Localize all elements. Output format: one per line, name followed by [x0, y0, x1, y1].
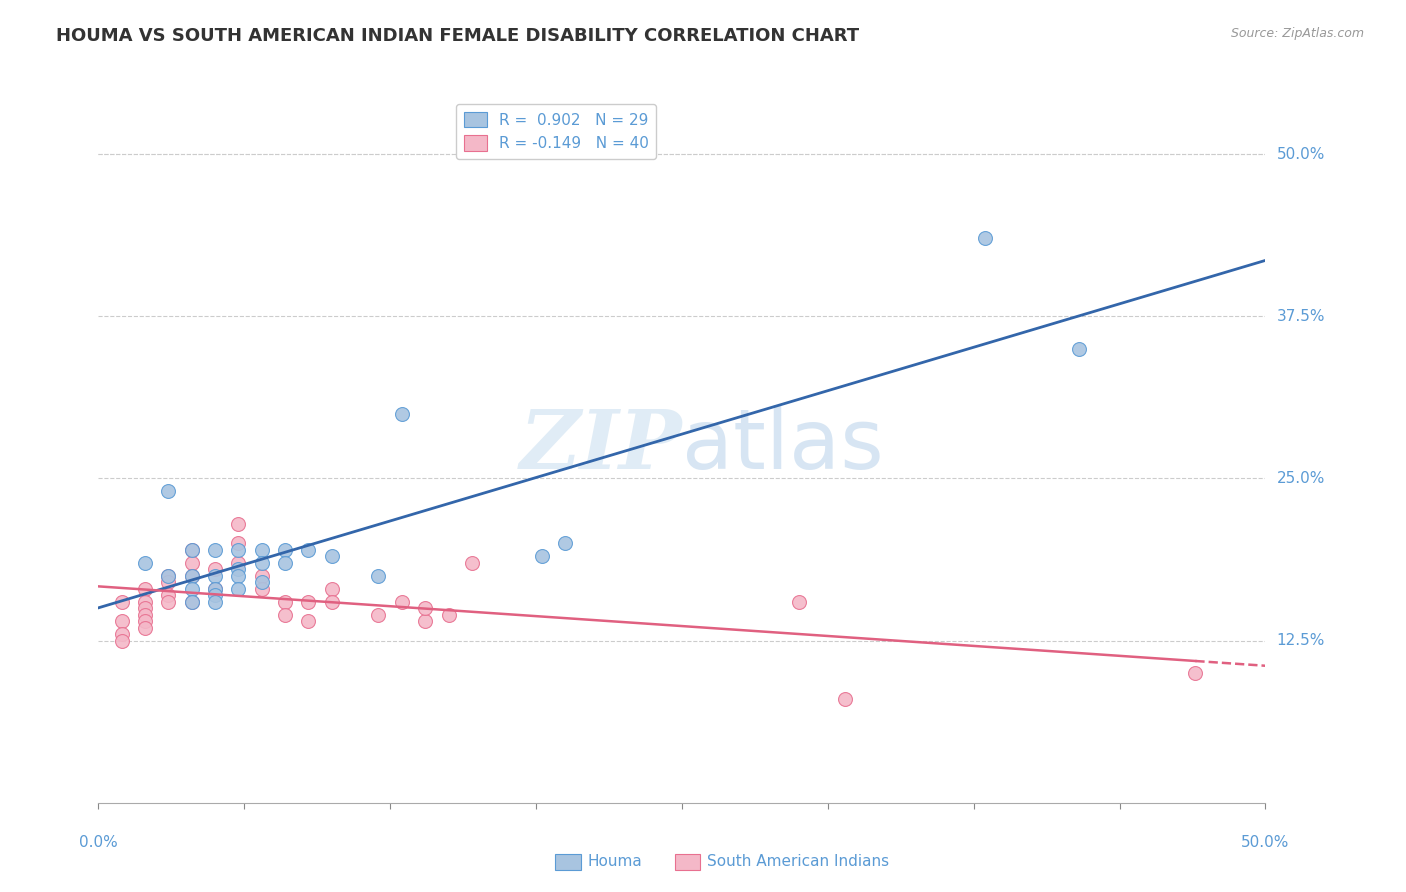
Point	[274, 556, 297, 570]
Point	[274, 595, 297, 609]
Point	[250, 568, 273, 582]
Point	[297, 614, 319, 628]
Legend: R =  0.902   N = 29, R = -0.149   N = 40: R = 0.902 N = 29, R = -0.149 N = 40	[456, 104, 657, 159]
Point	[250, 575, 273, 590]
Point	[157, 568, 180, 582]
Point	[180, 595, 202, 609]
Point	[974, 231, 997, 245]
Point	[461, 556, 484, 570]
Point	[228, 556, 250, 570]
Point	[228, 582, 250, 596]
Text: ZIP: ZIP	[519, 406, 682, 486]
Text: South American Indians: South American Indians	[707, 855, 890, 869]
Point	[111, 614, 134, 628]
Point	[111, 633, 134, 648]
Point	[228, 542, 250, 557]
Point	[157, 568, 180, 582]
Point	[321, 582, 343, 596]
Point	[367, 568, 389, 582]
Point	[391, 407, 413, 421]
Point	[134, 556, 156, 570]
Point	[391, 595, 413, 609]
Point	[367, 607, 389, 622]
Point	[1184, 666, 1206, 681]
Point	[530, 549, 553, 564]
Point	[250, 582, 273, 596]
Point	[204, 582, 226, 596]
Text: Houma: Houma	[588, 855, 643, 869]
Point	[157, 575, 180, 590]
Text: 50.0%: 50.0%	[1241, 835, 1289, 850]
Point	[204, 542, 226, 557]
Point	[413, 601, 436, 615]
Point	[297, 542, 319, 557]
Point	[554, 536, 576, 550]
Point	[180, 582, 202, 596]
Point	[204, 568, 226, 582]
Point	[134, 601, 156, 615]
Point	[180, 568, 202, 582]
Point	[204, 588, 226, 602]
Point	[321, 595, 343, 609]
Text: 0.0%: 0.0%	[79, 835, 118, 850]
Point	[228, 568, 250, 582]
Point	[1067, 342, 1090, 356]
Point	[274, 607, 297, 622]
Point	[157, 588, 180, 602]
Point	[228, 562, 250, 576]
Point	[111, 595, 134, 609]
Point	[250, 556, 273, 570]
Text: atlas: atlas	[682, 406, 883, 486]
Point	[134, 614, 156, 628]
Point	[180, 568, 202, 582]
Point	[204, 562, 226, 576]
Point	[228, 516, 250, 531]
Text: 25.0%: 25.0%	[1277, 471, 1324, 486]
Text: 50.0%: 50.0%	[1277, 146, 1324, 161]
Point	[437, 607, 460, 622]
Text: Source: ZipAtlas.com: Source: ZipAtlas.com	[1230, 27, 1364, 40]
Point	[834, 692, 856, 706]
Point	[204, 582, 226, 596]
Point	[134, 607, 156, 622]
Point	[134, 621, 156, 635]
Point	[180, 542, 202, 557]
Text: 12.5%: 12.5%	[1277, 633, 1324, 648]
Point	[157, 484, 180, 499]
Point	[297, 595, 319, 609]
Point	[228, 536, 250, 550]
Point	[134, 582, 156, 596]
Point	[111, 627, 134, 641]
Point	[787, 595, 810, 609]
Point	[180, 542, 202, 557]
Text: 37.5%: 37.5%	[1277, 309, 1324, 324]
Point	[134, 595, 156, 609]
Point	[250, 542, 273, 557]
Point	[413, 614, 436, 628]
Text: HOUMA VS SOUTH AMERICAN INDIAN FEMALE DISABILITY CORRELATION CHART: HOUMA VS SOUTH AMERICAN INDIAN FEMALE DI…	[56, 27, 859, 45]
Point	[157, 595, 180, 609]
Point	[180, 595, 202, 609]
Point	[274, 542, 297, 557]
Point	[180, 556, 202, 570]
Point	[321, 549, 343, 564]
Point	[204, 595, 226, 609]
